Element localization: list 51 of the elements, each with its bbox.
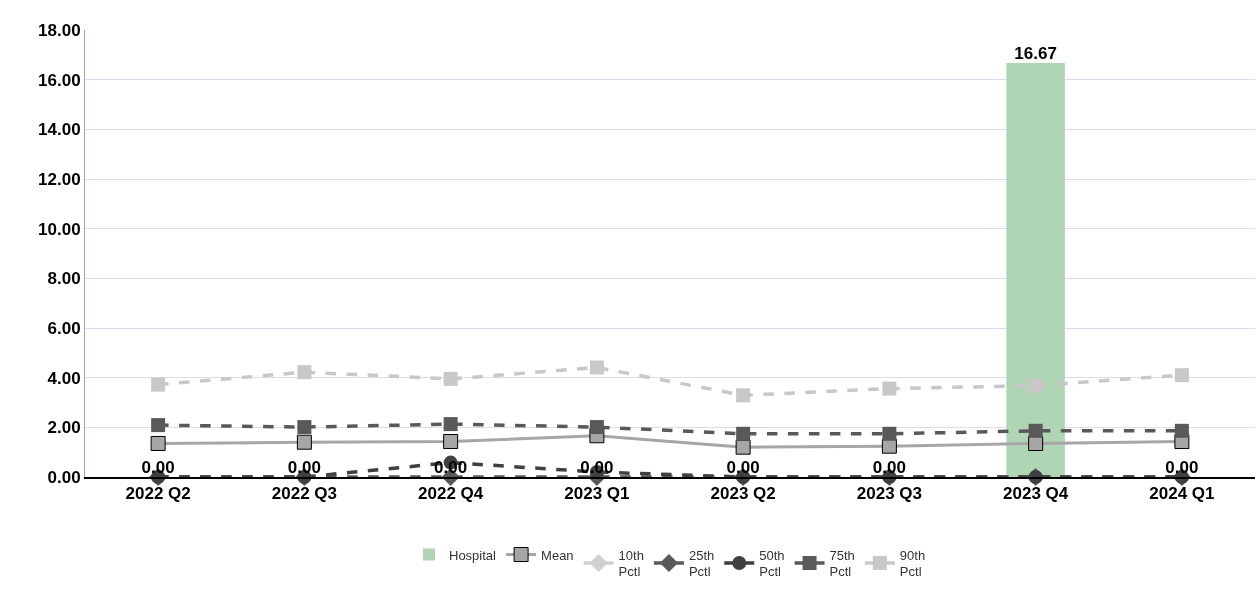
point <box>589 360 604 375</box>
point <box>443 417 458 432</box>
point <box>736 388 751 403</box>
y-tick-label: 0.00 <box>47 467 81 487</box>
point <box>443 371 458 386</box>
point <box>1028 423 1043 438</box>
y-tick-label: 14.00 <box>38 120 81 140</box>
y-tick-label: 12.00 <box>38 169 81 189</box>
point <box>1174 368 1189 383</box>
y-tick-label: 8.00 <box>47 269 81 289</box>
point <box>151 377 166 392</box>
point <box>735 439 751 455</box>
point <box>589 420 604 435</box>
data-label: 0.00 <box>287 457 321 477</box>
legend-label: 50th Pctl <box>759 547 785 580</box>
point <box>882 426 897 441</box>
point <box>297 420 312 435</box>
data-label: 0.00 <box>141 457 175 477</box>
point <box>736 426 751 441</box>
point <box>296 434 312 450</box>
x-tick-label: 2022 Q4 <box>418 484 484 504</box>
point <box>150 435 166 451</box>
x-tick-label: 2023 Q1 <box>564 484 630 504</box>
y-tick-label: 18.00 <box>38 20 81 40</box>
data-label: 0.00 <box>726 457 760 477</box>
data-label: 0.00 <box>872 457 906 477</box>
point <box>443 433 459 449</box>
x-tick-label: 2023 Q3 <box>856 484 922 504</box>
legend-label: Mean <box>541 547 574 563</box>
x-tick-label: 2022 Q2 <box>125 484 191 504</box>
y-tick-label: 10.00 <box>38 219 81 239</box>
point <box>1174 423 1189 438</box>
x-tick-label: 2024 Q1 <box>1149 484 1215 504</box>
legend-label: Hospital <box>449 547 497 563</box>
x-tick-label: 2022 Q3 <box>271 484 337 504</box>
y-tick-label: 6.00 <box>47 318 81 338</box>
point <box>1028 378 1043 393</box>
point <box>297 365 312 380</box>
legend-label: 75th Pctl <box>829 547 855 580</box>
point <box>151 418 166 433</box>
point <box>882 381 897 396</box>
legend-label: 10th Pctl <box>618 547 644 580</box>
x-tick-label: 2023 Q4 <box>1003 484 1069 504</box>
y-tick-label: 2.00 <box>47 418 81 438</box>
data-label: 16.67 <box>1014 43 1057 63</box>
legend-label: 25th Pctl <box>688 547 715 580</box>
data-label: 0.00 <box>1165 457 1199 477</box>
legend-label: 90th Pctl <box>899 547 926 580</box>
x-tick-label: 2023 Q2 <box>710 484 776 504</box>
y-tick-label: 16.00 <box>38 70 81 90</box>
y-tick-label: 4.00 <box>47 368 81 388</box>
